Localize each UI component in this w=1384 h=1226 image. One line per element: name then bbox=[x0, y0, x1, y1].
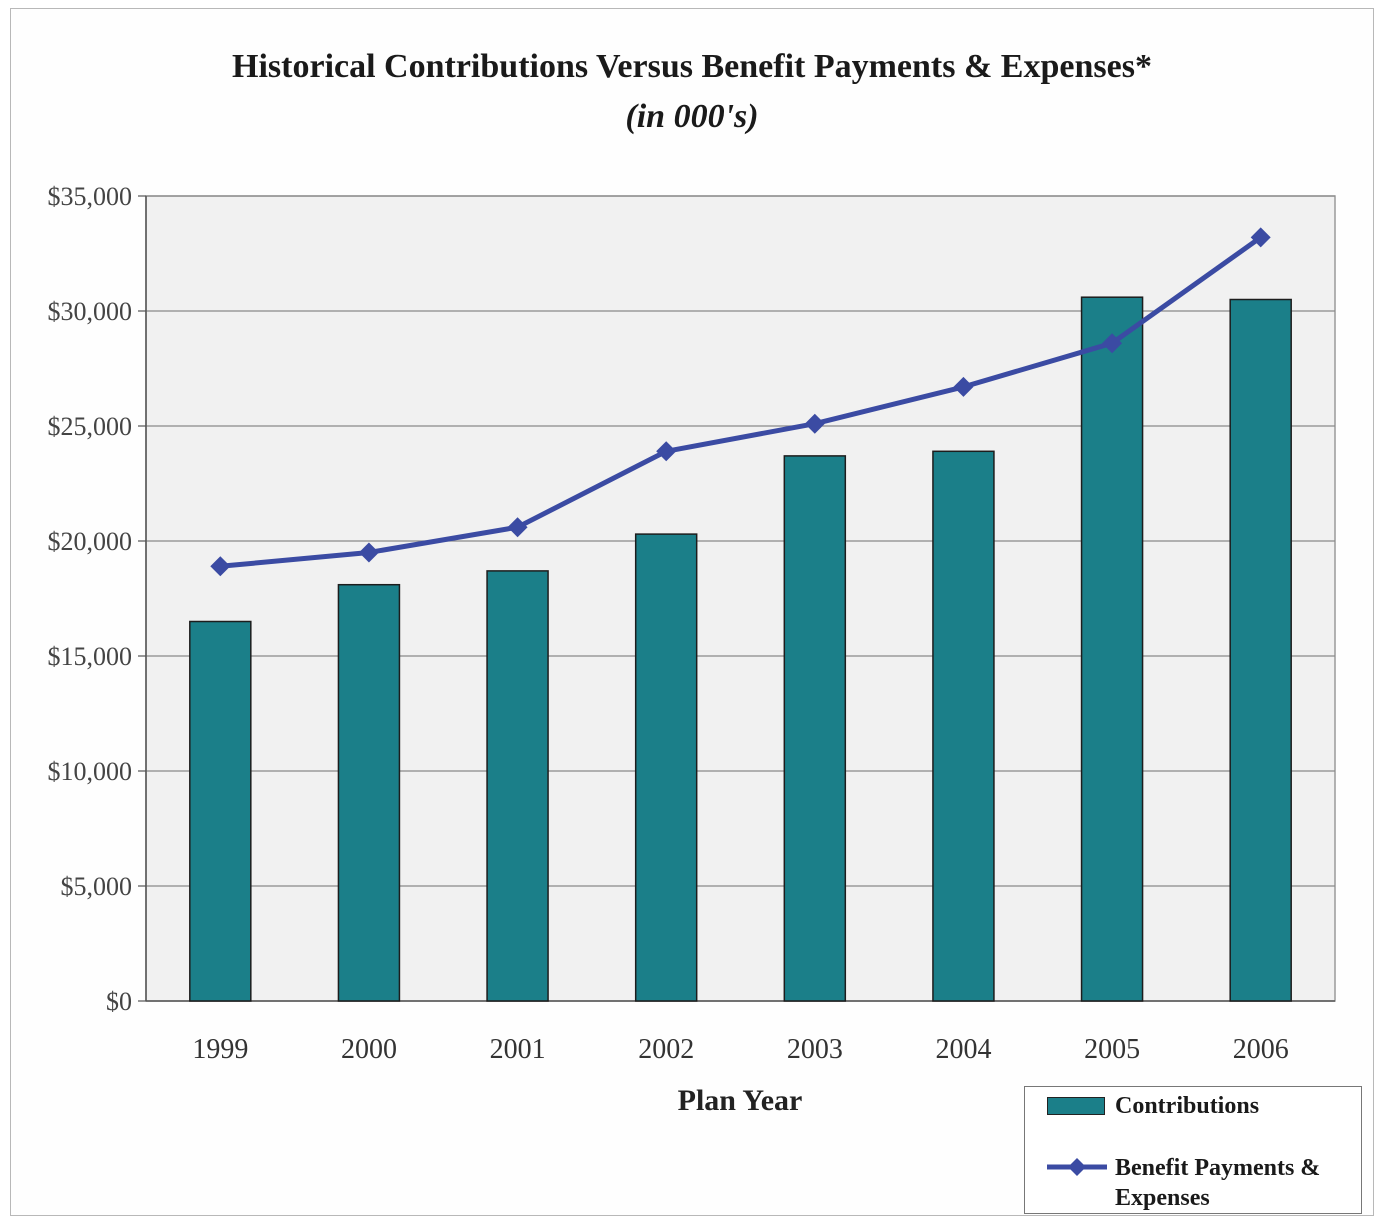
chart-title: Historical Contributions Versus Benefit … bbox=[232, 48, 1152, 85]
bar-contributions-1999 bbox=[189, 620, 252, 1002]
point-benefit-payments-2001 bbox=[507, 517, 528, 538]
y-tick-label: $35,000 bbox=[48, 182, 133, 211]
chart-subtitle: (in 000's) bbox=[625, 98, 759, 135]
point-benefit-payments-2006 bbox=[1250, 227, 1271, 248]
legend: Contributions Benefit Payments & Expense… bbox=[1024, 1086, 1362, 1214]
bar-contributions-2006 bbox=[1229, 298, 1292, 1002]
y-tick-label: $10,000 bbox=[48, 757, 133, 786]
point-benefit-payments-2004 bbox=[953, 376, 974, 397]
point-benefit-payments-2000 bbox=[358, 542, 379, 563]
x-tick-label-2002: 2002 bbox=[638, 1034, 694, 1065]
point-benefit-payments-2002 bbox=[656, 441, 677, 462]
line-benefit-payments bbox=[220, 235, 1263, 569]
bar-contributions-2005 bbox=[1080, 296, 1144, 1002]
bar-contributions-2004 bbox=[932, 450, 995, 1002]
y-tick-label: $5,000 bbox=[61, 872, 133, 901]
x-axis-label: Plan Year bbox=[677, 1084, 803, 1117]
point-benefit-payments-2003 bbox=[804, 413, 825, 434]
legend-label-contributions: Contributions bbox=[1115, 1093, 1260, 1119]
legend-swatch-benefit-payments bbox=[1047, 1158, 1107, 1176]
legend-label-benefit-payments-line1: Benefit Payments & bbox=[1115, 1155, 1321, 1181]
y-tick-label: $25,000 bbox=[48, 412, 133, 441]
y-tick-label: $0 bbox=[106, 987, 132, 1016]
x-tick-label-2003: 2003 bbox=[787, 1034, 843, 1065]
x-tick-label-2000: 2000 bbox=[341, 1034, 397, 1065]
y-tick-label: $15,000 bbox=[48, 642, 133, 671]
y-tick-label: $30,000 bbox=[48, 297, 133, 326]
x-tick-label-1999: 1999 bbox=[192, 1034, 248, 1065]
point-benefit-payments-1999 bbox=[210, 556, 231, 577]
legend-label-benefit-payments-line2: Expenses bbox=[1115, 1185, 1210, 1211]
x-tick-label-2005: 2005 bbox=[1084, 1034, 1140, 1065]
bar-contributions-2000 bbox=[337, 583, 401, 1002]
y-tick-label: $20,000 bbox=[48, 527, 133, 556]
bar-contributions-2001 bbox=[486, 570, 549, 1002]
plot-area bbox=[145, 195, 1336, 1002]
bar-contributions-2002 bbox=[634, 533, 698, 1002]
bar-contributions-2003 bbox=[783, 455, 847, 1002]
point-benefit-payments-2005 bbox=[1102, 333, 1123, 354]
x-tick-label-2004: 2004 bbox=[935, 1034, 991, 1065]
legend-swatch-contributions bbox=[1047, 1097, 1105, 1115]
x-tick-label-2001: 2001 bbox=[490, 1034, 546, 1065]
x-tick-label-2006: 2006 bbox=[1233, 1034, 1289, 1065]
